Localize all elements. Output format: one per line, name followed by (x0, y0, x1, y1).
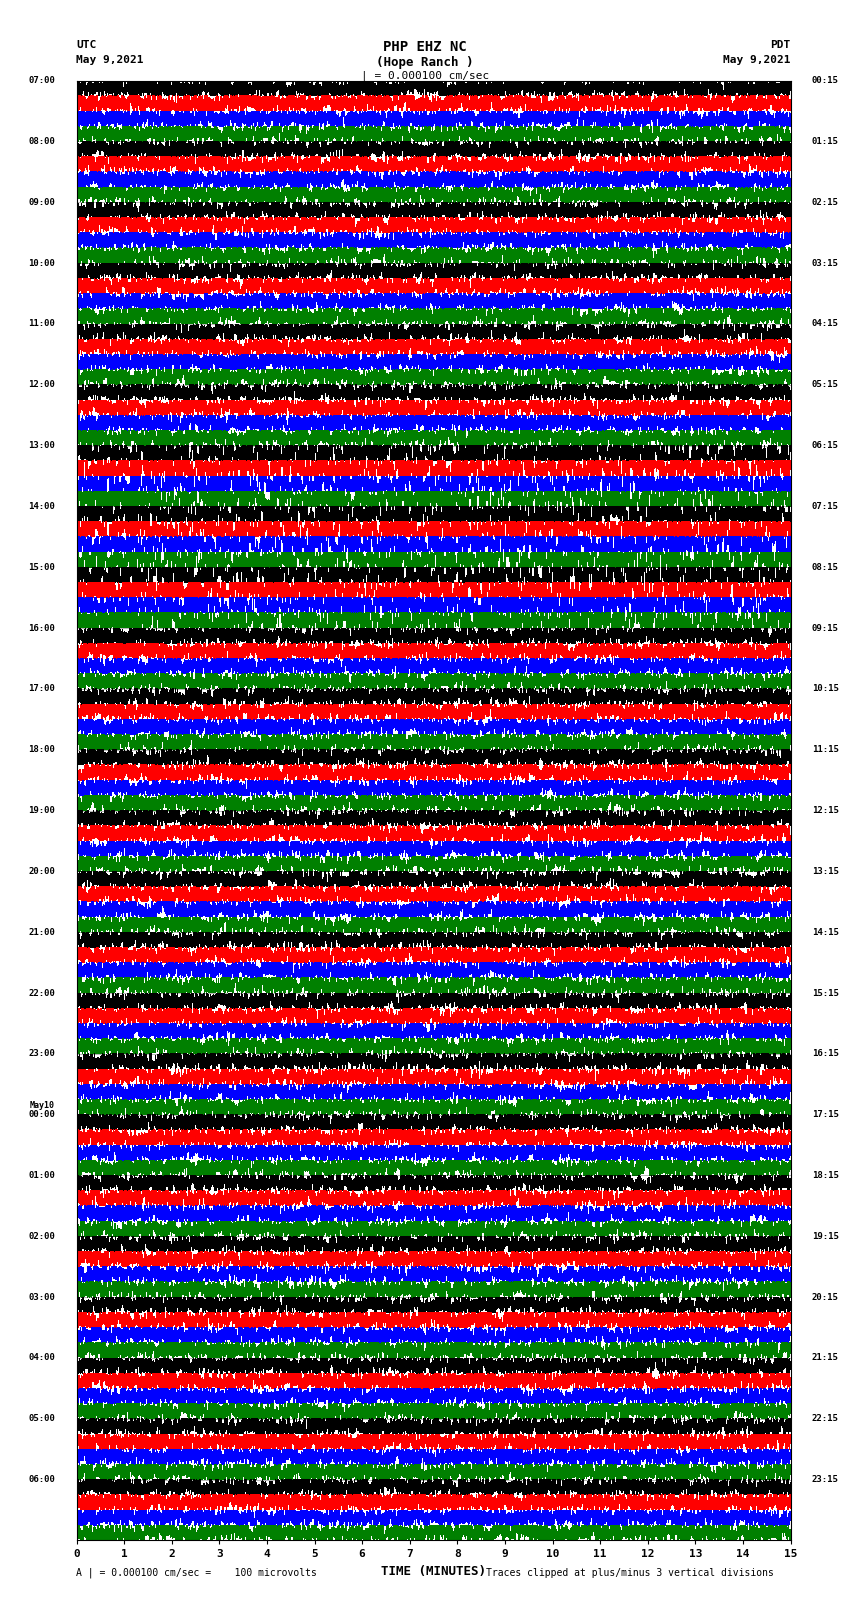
Text: 13:15: 13:15 (812, 866, 839, 876)
X-axis label: TIME (MINUTES): TIME (MINUTES) (381, 1565, 486, 1578)
Text: 11:00: 11:00 (28, 319, 55, 329)
Text: 11:15: 11:15 (812, 745, 839, 755)
Text: 15:15: 15:15 (812, 989, 839, 997)
Text: 20:00: 20:00 (28, 866, 55, 876)
Text: 05:15: 05:15 (812, 381, 839, 389)
Text: PHP EHZ NC: PHP EHZ NC (383, 40, 467, 55)
Text: May 9,2021: May 9,2021 (723, 55, 791, 65)
Text: May10: May10 (30, 1102, 55, 1110)
Text: 01:15: 01:15 (812, 137, 839, 145)
Text: 15:00: 15:00 (28, 563, 55, 571)
Text: 02:15: 02:15 (812, 198, 839, 206)
Text: 09:00: 09:00 (28, 198, 55, 206)
Text: 05:00: 05:00 (28, 1415, 55, 1423)
Text: 06:15: 06:15 (812, 440, 839, 450)
Text: 13:00: 13:00 (28, 440, 55, 450)
Text: 08:00: 08:00 (28, 137, 55, 145)
Text: 19:00: 19:00 (28, 806, 55, 815)
Text: PDT: PDT (770, 40, 790, 50)
Text: 12:15: 12:15 (812, 806, 839, 815)
Text: A | = 0.000100 cm/sec =    100 microvolts: A | = 0.000100 cm/sec = 100 microvolts (76, 1568, 317, 1579)
Text: 03:15: 03:15 (812, 258, 839, 268)
Text: (Hope Ranch ): (Hope Ranch ) (377, 56, 473, 69)
Text: 00:00: 00:00 (28, 1110, 55, 1119)
Text: 07:15: 07:15 (812, 502, 839, 511)
Text: 00:15: 00:15 (812, 76, 839, 85)
Text: 23:00: 23:00 (28, 1050, 55, 1058)
Text: 23:15: 23:15 (812, 1476, 839, 1484)
Text: Traces clipped at plus/minus 3 vertical divisions: Traces clipped at plus/minus 3 vertical … (485, 1568, 774, 1578)
Text: 14:15: 14:15 (812, 927, 839, 937)
Text: 18:00: 18:00 (28, 745, 55, 755)
Text: 18:15: 18:15 (812, 1171, 839, 1181)
Text: UTC: UTC (76, 40, 97, 50)
Text: 20:15: 20:15 (812, 1292, 839, 1302)
Text: 21:00: 21:00 (28, 927, 55, 937)
Text: 07:00: 07:00 (28, 76, 55, 85)
Text: 17:00: 17:00 (28, 684, 55, 694)
Text: 04:15: 04:15 (812, 319, 839, 329)
Text: 22:00: 22:00 (28, 989, 55, 997)
Text: 01:00: 01:00 (28, 1171, 55, 1181)
Text: 16:00: 16:00 (28, 624, 55, 632)
Text: 08:15: 08:15 (812, 563, 839, 571)
Text: 16:15: 16:15 (812, 1050, 839, 1058)
Text: 02:00: 02:00 (28, 1232, 55, 1240)
Text: 04:00: 04:00 (28, 1353, 55, 1363)
Text: May 9,2021: May 9,2021 (76, 55, 144, 65)
Text: 14:00: 14:00 (28, 502, 55, 511)
Text: | = 0.000100 cm/sec: | = 0.000100 cm/sec (361, 71, 489, 82)
Text: 06:00: 06:00 (28, 1476, 55, 1484)
Text: 10:00: 10:00 (28, 258, 55, 268)
Text: 17:15: 17:15 (812, 1110, 839, 1119)
Text: 19:15: 19:15 (812, 1232, 839, 1240)
Text: 03:00: 03:00 (28, 1292, 55, 1302)
Text: 12:00: 12:00 (28, 381, 55, 389)
Text: 22:15: 22:15 (812, 1415, 839, 1423)
Text: 09:15: 09:15 (812, 624, 839, 632)
Text: 10:15: 10:15 (812, 684, 839, 694)
Text: 21:15: 21:15 (812, 1353, 839, 1363)
